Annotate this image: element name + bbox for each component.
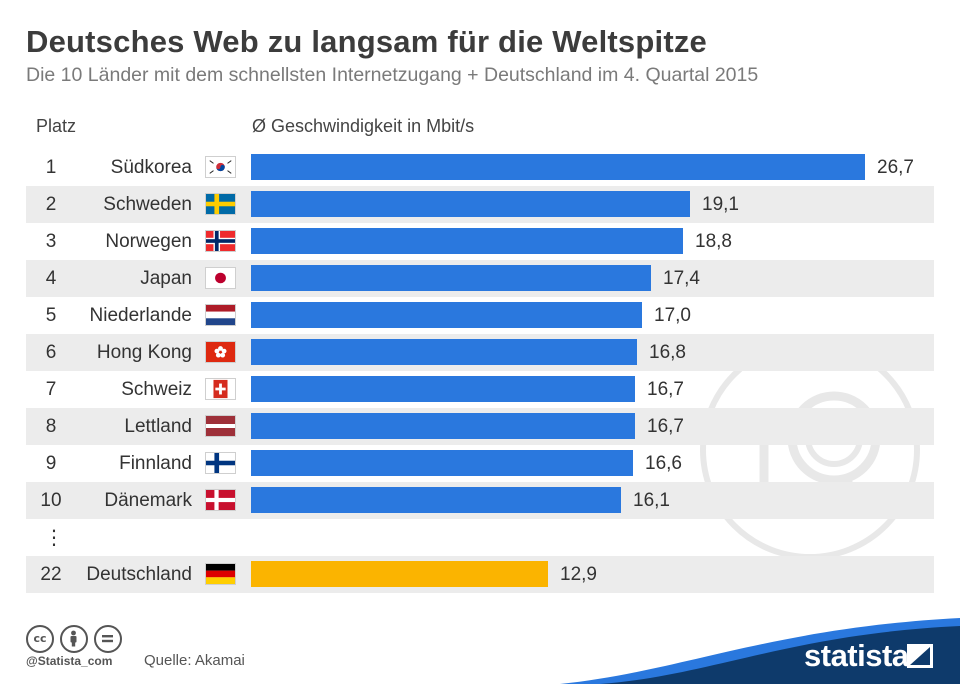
value-label: 18,8 — [695, 231, 732, 252]
bar-row-norwegen: 3 Norwegen 18,8 — [26, 223, 934, 260]
no-derivatives-icon[interactable] — [94, 625, 122, 653]
rank-label: 4 — [45, 268, 57, 289]
country-label: Finnland — [119, 453, 192, 474]
value-label: 12,9 — [560, 564, 597, 585]
rank-label: 5 — [45, 305, 57, 326]
norway-flag-icon — [205, 230, 236, 252]
bar-row-deutschland: 22 Deutschland 12,9 — [26, 556, 934, 593]
rank-label: 1 — [45, 157, 57, 178]
rank-label: 10 — [40, 490, 62, 511]
bar — [251, 228, 683, 254]
south-korea-flag-icon — [205, 156, 236, 178]
bar-row-südkorea: 1 Südkorea 26,7 — [26, 149, 934, 186]
statista-handle: @Statista_com — [26, 654, 113, 668]
country-label: Schweiz — [121, 379, 192, 400]
bar-row-niederlande: 5 Niederlande 17,0 — [26, 297, 934, 334]
bar — [251, 487, 621, 513]
bar-row-dänemark: 10 Dänemark 16,1 — [26, 482, 934, 519]
rank-label: 3 — [45, 231, 57, 252]
sweden-flag-icon — [205, 193, 236, 215]
chart-subtitle: Die 10 Länder mit dem schnellsten Intern… — [26, 64, 759, 86]
country-label: Südkorea — [110, 157, 192, 178]
bar-row-lettland: 8 Lettland 16,7 — [26, 408, 934, 445]
attribution-icon[interactable] — [60, 625, 88, 653]
rank-label: 6 — [45, 342, 57, 363]
country-label: Norwegen — [105, 231, 192, 252]
bar-row-schweden: 2 Schweden 19,1 — [26, 186, 934, 223]
chart-title: Deutsches Web zu langsam für die Weltspi… — [26, 24, 707, 59]
country-label: Schweden — [103, 194, 192, 215]
statista-logo-mark — [907, 644, 933, 668]
value-label: 17,0 — [654, 305, 691, 326]
country-label: Deutschland — [86, 564, 192, 585]
gap-marker: ⋮ — [44, 527, 64, 549]
country-label: Niederlande — [89, 305, 192, 326]
value-label: 16,1 — [633, 490, 670, 511]
bar — [251, 339, 637, 365]
bar — [251, 413, 635, 439]
value-label: 16,7 — [647, 416, 684, 437]
rank-label: 8 — [45, 416, 57, 437]
hong-kong-flag-icon — [205, 341, 236, 363]
license-icons: cc — [26, 625, 128, 653]
netherlands-flag-icon — [205, 304, 236, 326]
cc-icon[interactable]: cc — [26, 625, 54, 653]
bar — [251, 450, 633, 476]
rank-label: 2 — [45, 194, 57, 215]
country-label: Lettland — [124, 416, 192, 437]
japan-flag-icon — [205, 267, 236, 289]
bar-row-schweiz: 7 Schweiz 16,7 — [26, 371, 934, 408]
bar-row-finnland: 9 Finnland 16,6 — [26, 445, 934, 482]
latvia-flag-icon — [205, 415, 236, 437]
value-label: 19,1 — [702, 194, 739, 215]
rank-label: 7 — [45, 379, 57, 400]
bar — [251, 154, 865, 180]
value-label: 16,6 — [645, 453, 682, 474]
value-label: 26,7 — [877, 157, 914, 178]
source-note: Quelle: Akamai — [144, 652, 245, 669]
rank-column-header: Platz — [36, 116, 77, 136]
bar-row-hong-kong: 6 Hong Kong 16,8 — [26, 334, 934, 371]
bar — [251, 561, 548, 587]
bar — [251, 191, 690, 217]
value-label: 17,4 — [663, 268, 700, 289]
speed-column-header: Ø Geschwindigkeit in Mbit/s — [252, 116, 475, 136]
country-label: Japan — [140, 268, 192, 289]
bar — [251, 376, 635, 402]
value-label: 16,8 — [649, 342, 686, 363]
bar — [251, 265, 651, 291]
finland-flag-icon — [205, 452, 236, 474]
country-label: Dänemark — [104, 490, 192, 511]
statista-logo: statista — [804, 638, 909, 673]
value-label: 16,7 — [647, 379, 684, 400]
bar-row-japan: 4 Japan 17,4 — [26, 260, 934, 297]
country-label: Hong Kong — [96, 342, 192, 363]
bar — [251, 302, 642, 328]
switzerland-flag-icon — [205, 378, 236, 400]
rank-label: 9 — [45, 453, 57, 474]
denmark-flag-icon — [205, 489, 236, 511]
rank-label: 22 — [40, 564, 62, 585]
germany-flag-icon — [205, 563, 236, 585]
